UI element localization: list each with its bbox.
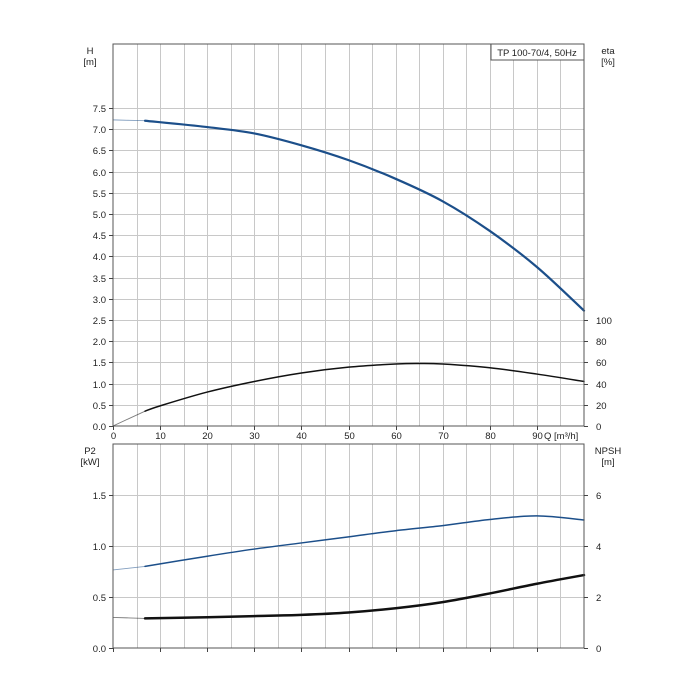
bottom-series-1-extrapolated: [112, 565, 146, 571]
right-tick-label: 20: [596, 401, 607, 412]
bottom-panel: 0.0 0.5 1.0 1.5 0 2 4 6 P2 [kW] NPSH [m]: [81, 443, 622, 655]
right-tick-label: 40: [596, 380, 607, 391]
left-tick-label: 1.5: [93, 358, 106, 369]
x-tick-label: 80: [485, 431, 496, 442]
right-tick-label: 2: [596, 593, 601, 604]
npsh-axis-label: NPSH: [595, 446, 622, 457]
left-tick-label: 1.5: [93, 491, 106, 502]
bottom-series-2: [143, 573, 586, 620]
left-tick-label: 2.5: [93, 316, 106, 327]
x-tick-label: 60: [391, 431, 402, 442]
top-series-2: [144, 362, 585, 412]
left-tick-label: 6.5: [93, 146, 106, 157]
top-series-1-extrapolated: [112, 119, 146, 122]
x-tick-label: 50: [344, 431, 355, 442]
top-series: [112, 119, 586, 427]
left-tick-label: 5.5: [93, 189, 106, 200]
top-series-1: [143, 119, 586, 312]
x-tick-label: 40: [296, 431, 307, 442]
top-grid: [113, 44, 584, 426]
p2-axis-unit: [kW]: [81, 457, 100, 468]
left-tick-label: 4.5: [93, 231, 106, 242]
left-tick-label: 0.0: [93, 644, 106, 655]
x-tick-label: 70: [438, 431, 449, 442]
right-tick-label: 0: [596, 422, 601, 433]
x-tick-label: 30: [249, 431, 260, 442]
right-tick-label: 80: [596, 337, 607, 348]
eta-axis-unit: [%]: [601, 57, 615, 68]
right-tick-label: 4: [596, 542, 601, 553]
title-box: [490, 43, 585, 61]
left-tick-label: 0.0: [93, 422, 106, 433]
right-tick-label: 0: [596, 644, 601, 655]
left-tick-label: 0.5: [93, 401, 106, 412]
left-tick-label: 6.0: [93, 168, 106, 179]
x-axis-label: Q [m³/h]: [544, 431, 578, 442]
left-tick-label: 2.0: [93, 337, 106, 348]
left-tick-label: 3.0: [93, 295, 106, 306]
left-tick-label: 7.0: [93, 125, 106, 136]
x-tick-label: 20: [202, 431, 213, 442]
top-panel: 0.0 0.5 1.0 1.5 2.0 2.5 3.0 3.5 4.0 4.5 5.0 5.5 6.0 6…: [83, 43, 615, 442]
bottom-grid: [113, 444, 584, 648]
h-axis-label: H: [87, 46, 94, 57]
left-tick-label: 3.5: [93, 274, 106, 285]
top-ticks: 0.0 0.5 1.0 1.5 2.0 2.5 3.0 3.5 4.0 4.5 5.0 5.5 6.0 6…: [93, 104, 612, 442]
right-tick-label: 60: [596, 358, 607, 369]
left-tick-label: 1.0: [93, 380, 106, 391]
chart-title: TP 100-70/4, 50Hz: [497, 48, 577, 59]
right-tick-label: 6: [596, 491, 601, 502]
bottom-series-1: [144, 515, 585, 568]
p2-axis-label: P2: [84, 446, 96, 457]
h-axis-unit: [m]: [83, 57, 96, 68]
eta-axis-label: eta: [601, 46, 615, 57]
x-tick-label: 90: [532, 431, 543, 442]
left-tick-label: 1.0: [93, 542, 106, 553]
bottom-series: [112, 515, 586, 620]
x-tick-label: 10: [155, 431, 166, 442]
bottom-ticks: 0.0 0.5 1.0 1.5 0 2 4 6: [93, 491, 602, 655]
top-series-2-extrapolated: [112, 410, 146, 427]
right-tick-label: 100: [596, 316, 612, 327]
bottom-series-2-extrapolated: [112, 616, 146, 619]
left-tick-label: 0.5: [93, 593, 106, 604]
left-tick-label: 5.0: [93, 210, 106, 221]
npsh-axis-unit: [m]: [601, 457, 614, 468]
left-tick-label: 7.5: [93, 104, 106, 115]
left-tick-label: 4.0: [93, 252, 106, 263]
x-tick-label: 0: [111, 431, 116, 442]
